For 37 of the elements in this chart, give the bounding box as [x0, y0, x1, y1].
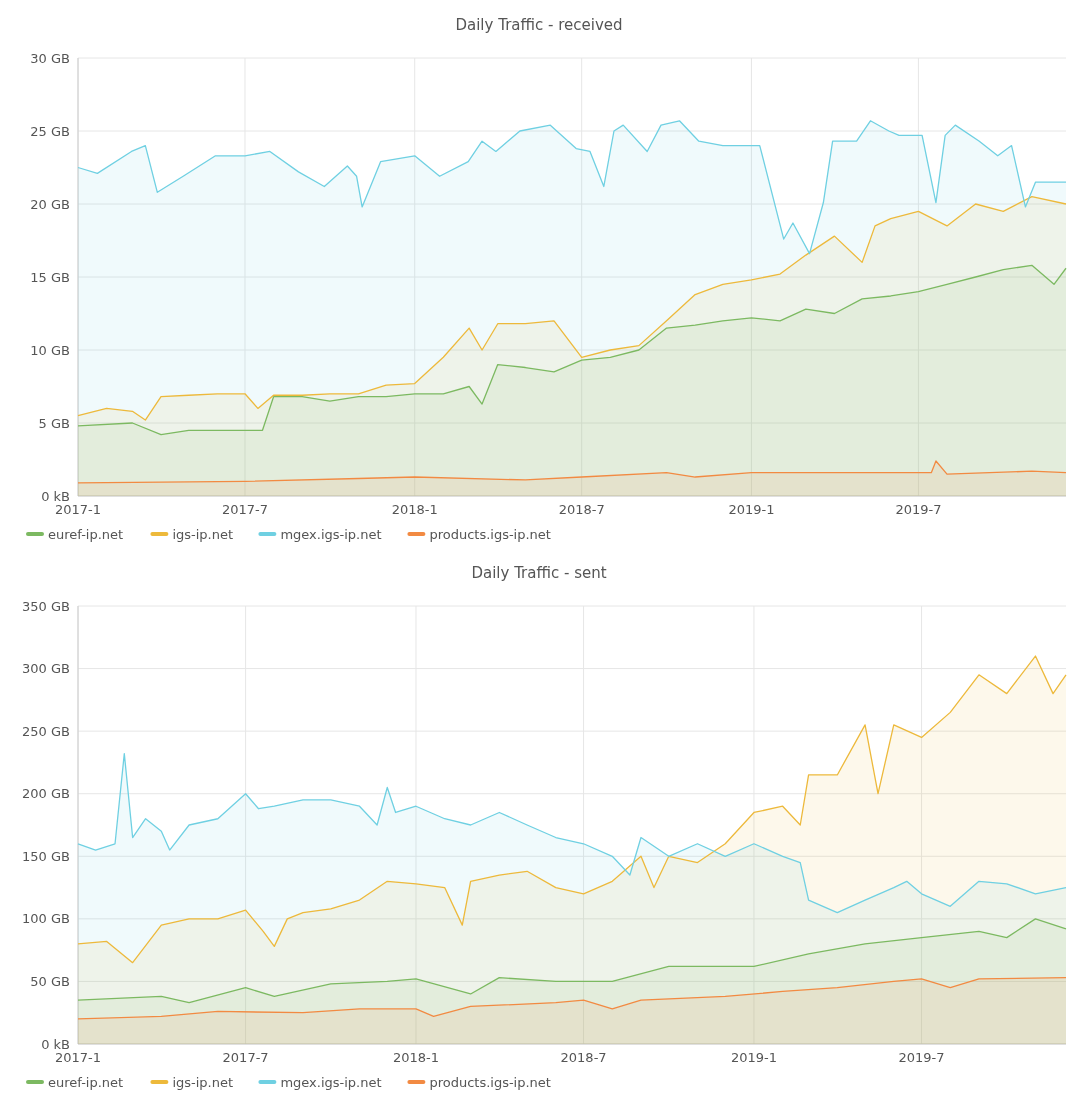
y-tick-label: 100 GB — [22, 911, 70, 927]
legend-label: igs-ip.net — [172, 526, 234, 542]
legend-label: euref-ip.net — [48, 526, 124, 542]
y-tick-label: 0 kB — [41, 488, 70, 504]
chart-title: Daily Traffic - sent — [471, 564, 607, 582]
legend-label: mgex.igs-ip.net — [280, 526, 382, 542]
y-tick-label: 200 GB — [22, 786, 70, 802]
x-tick-label: 2017-7 — [222, 1050, 269, 1065]
y-tick-label: 20 GB — [30, 196, 70, 212]
x-tick-label: 2019-1 — [730, 1050, 777, 1065]
x-tick-label: 2018-1 — [392, 1050, 439, 1065]
x-tick-label: 2019-7 — [895, 502, 942, 517]
y-tick-label: 250 GB — [22, 723, 70, 739]
legend-label: products.igs-ip.net — [429, 526, 551, 542]
x-tick-label: 2017-1 — [54, 502, 102, 517]
legend-label: euref-ip.net — [48, 1074, 124, 1090]
y-tick-label: 10 GB — [30, 342, 70, 358]
y-tick-label: 25 GB — [30, 123, 70, 139]
legend-label: mgex.igs-ip.net — [280, 1074, 382, 1090]
x-tick-label: 2018-1 — [391, 502, 438, 517]
y-tick-label: 30 GB — [30, 50, 70, 66]
y-tick-label: 0 kB — [41, 1036, 70, 1052]
y-tick-label: 15 GB — [30, 269, 70, 285]
x-tick-label: 2019-7 — [898, 1050, 945, 1065]
x-tick-label: 2017-1 — [54, 1050, 102, 1065]
x-tick-label: 2017-7 — [221, 502, 268, 517]
legend-label: products.igs-ip.net — [429, 1074, 551, 1090]
legend-label: igs-ip.net — [172, 1074, 234, 1090]
x-tick-label: 2019-1 — [728, 502, 775, 517]
y-tick-label: 300 GB — [22, 661, 70, 677]
y-tick-label: 50 GB — [30, 973, 70, 989]
y-tick-label: 5 GB — [38, 415, 70, 431]
y-tick-label: 150 GB — [22, 848, 70, 864]
y-tick-label: 350 GB — [22, 598, 70, 614]
x-tick-label: 2018-7 — [558, 502, 605, 517]
chart-title: Daily Traffic - received — [455, 16, 623, 34]
x-tick-label: 2018-7 — [560, 1050, 607, 1065]
